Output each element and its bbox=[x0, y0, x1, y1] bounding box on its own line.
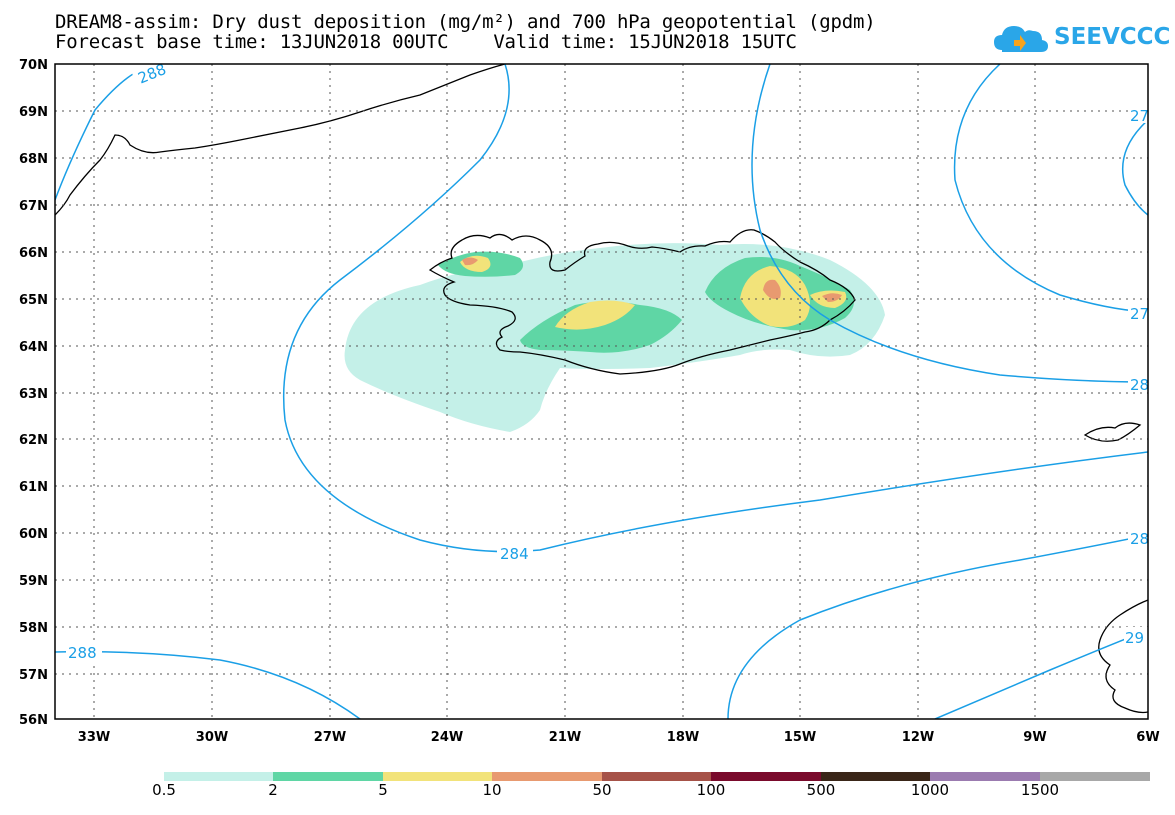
iceland-coast bbox=[428, 229, 856, 375]
lat-label: 56N bbox=[19, 713, 48, 728]
legend-label: 100 bbox=[696, 781, 726, 799]
lon-label: 15W bbox=[784, 730, 816, 745]
map-frame bbox=[54, 63, 1149, 720]
lat-label: 57N bbox=[19, 668, 48, 683]
coastlines bbox=[55, 64, 1148, 714]
legend-label: 50 bbox=[592, 781, 612, 799]
legend-label: 1000 bbox=[910, 781, 950, 799]
legend-swatch bbox=[492, 772, 602, 781]
legend-label: 5 bbox=[378, 781, 388, 799]
contour-label: 29 bbox=[1125, 629, 1144, 647]
longitude-labels: 33W 30W 27W 24W 21W 18W 15W 12W 9W 6W bbox=[78, 730, 1160, 745]
lat-label: 70N bbox=[19, 58, 48, 73]
cloud-icon bbox=[994, 26, 1048, 52]
legend-swatch bbox=[930, 772, 1040, 781]
legend-swatch bbox=[1040, 772, 1150, 781]
lon-label: 27W bbox=[314, 730, 346, 745]
dust-level-5-west bbox=[555, 300, 635, 330]
dust-level-10-nw bbox=[462, 257, 478, 266]
contour-label: 284 bbox=[500, 545, 529, 563]
seevccc-logo: SEEVCCC bbox=[992, 20, 1170, 60]
faroe-islands bbox=[1083, 422, 1142, 442]
lat-label: 66N bbox=[19, 246, 48, 261]
lat-label: 63N bbox=[19, 387, 48, 402]
contour-ne bbox=[953, 64, 1148, 313]
dust-deposition-field bbox=[344, 243, 886, 432]
legend-label: 1500 bbox=[1020, 781, 1060, 799]
contour-label: 27 bbox=[1130, 107, 1149, 125]
legend-swatch bbox=[383, 772, 492, 781]
logo-text: SEEVCCC bbox=[1054, 24, 1171, 50]
legend-swatch bbox=[164, 772, 273, 781]
dust-level-10-east bbox=[763, 279, 781, 299]
map-subtitle: Forecast base time: 13JUN2018 00UTC Vali… bbox=[55, 31, 797, 53]
contour-label: 27 bbox=[1130, 305, 1149, 323]
geopotential-contours bbox=[55, 64, 1148, 719]
lat-label: 62N bbox=[19, 433, 48, 448]
lon-label: 30W bbox=[196, 730, 228, 745]
legend-label: 2 bbox=[268, 781, 278, 799]
lat-label: 67N bbox=[19, 199, 48, 214]
lon-label: 18W bbox=[667, 730, 699, 745]
contour-288-sw bbox=[55, 650, 361, 719]
lat-label: 61N bbox=[19, 480, 48, 495]
lat-label: 58N bbox=[19, 621, 48, 636]
lat-label: 60N bbox=[19, 527, 48, 542]
greenland-coast bbox=[55, 64, 506, 216]
contour-284 bbox=[282, 64, 1148, 553]
lat-label: 68N bbox=[19, 152, 48, 167]
contour-se-lower bbox=[934, 629, 1148, 719]
legend-swatch bbox=[711, 772, 821, 781]
lon-label: 6W bbox=[1136, 730, 1159, 745]
contour-label: 28 bbox=[1130, 376, 1149, 394]
map-title: DREAM8-assim: Dry dust deposition (mg/m²… bbox=[55, 11, 876, 33]
lon-label: 12W bbox=[902, 730, 934, 745]
scotland-coast bbox=[1098, 599, 1148, 714]
lon-label: 21W bbox=[549, 730, 581, 745]
legend-label: 10 bbox=[482, 781, 502, 799]
legend-swatch bbox=[602, 772, 711, 781]
contour-ne-edge bbox=[1121, 119, 1148, 216]
latitude-labels: 70N 69N 68N 67N 66N 65N 64N 63N 62N 61N … bbox=[19, 58, 48, 728]
lat-label: 69N bbox=[19, 105, 48, 120]
graticule bbox=[55, 64, 1148, 719]
lat-label: 59N bbox=[19, 574, 48, 589]
lon-label: 33W bbox=[78, 730, 110, 745]
legend-label: 0.5 bbox=[152, 781, 176, 799]
lat-label: 65N bbox=[19, 293, 48, 308]
legend-swatch bbox=[821, 772, 930, 781]
contour-east-upper bbox=[751, 64, 1148, 383]
lon-label: 9W bbox=[1023, 730, 1046, 745]
legend-swatch bbox=[273, 772, 383, 781]
contour-label: 28 bbox=[1130, 530, 1149, 548]
dust-level-2-west bbox=[520, 301, 682, 353]
contour-label: 288 bbox=[68, 644, 97, 662]
legend-label: 500 bbox=[806, 781, 836, 799]
lon-label: 24W bbox=[431, 730, 463, 745]
dust-level-10-se bbox=[822, 293, 842, 302]
contour-se bbox=[727, 534, 1148, 719]
lat-label: 64N bbox=[19, 340, 48, 355]
